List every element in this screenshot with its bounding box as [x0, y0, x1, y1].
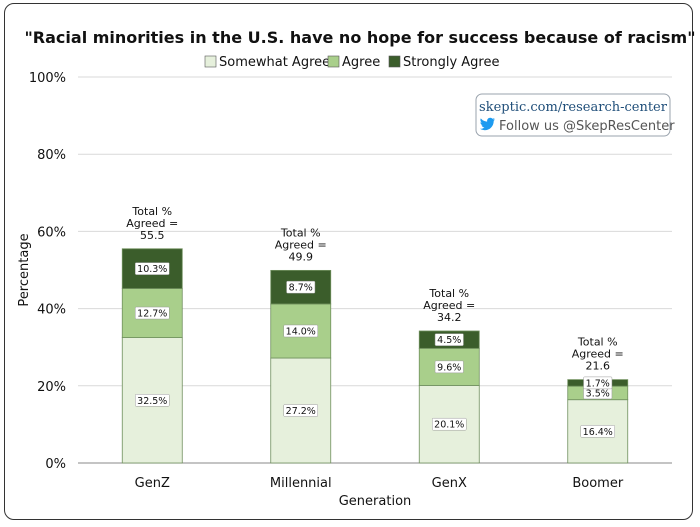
source-follow[interactable]: Follow us @SkepResCenter: [499, 119, 675, 134]
total-label: Total %: [131, 205, 172, 218]
legend: Somewhat Agree Agree Strongly Agree: [204, 55, 500, 70]
data-label: 16.4%: [583, 427, 613, 438]
y-tick-label: 40%: [37, 303, 66, 318]
total-label: Total %: [428, 287, 469, 300]
y-axis-ticks: 0% 20% 40% 60% 80% 100%: [29, 71, 66, 472]
data-label: 27.2%: [286, 406, 316, 417]
y-axis-label: Percentage: [17, 233, 32, 306]
data-label: 3.5%: [586, 388, 610, 399]
y-tick-label: 60%: [37, 225, 66, 240]
total-label: Agreed =: [275, 238, 327, 251]
y-tick-label: 100%: [29, 71, 66, 86]
data-label-box: [434, 360, 464, 374]
data-label: 1.7%: [586, 378, 610, 389]
legend-swatch: [204, 55, 217, 68]
source-url[interactable]: skeptic.com/research-center: [479, 100, 668, 115]
data-label: 8.7%: [289, 283, 313, 294]
x-tick-label: GenX: [432, 476, 467, 491]
y-tick-label: 0%: [45, 457, 66, 472]
total-label: 49.9: [289, 250, 314, 263]
legend-label: Agree: [342, 55, 380, 70]
total-label: Total %: [577, 336, 618, 349]
legend-label: Somewhat Agree: [219, 55, 330, 70]
legend-swatch: [388, 55, 401, 68]
y-tick-label: 20%: [37, 380, 66, 395]
x-axis-label: Generation: [339, 494, 412, 509]
data-label-box: [580, 425, 615, 438]
source-box: skeptic.com/research-center Follow us @S…: [475, 93, 675, 137]
total-label: Agreed =: [126, 217, 178, 230]
data-label: 12.7%: [137, 309, 167, 320]
total-label: Agreed =: [423, 299, 475, 312]
data-label-box: [432, 417, 467, 431]
total-label: 21.6: [586, 360, 611, 373]
y-tick-label: 80%: [37, 148, 66, 163]
data-label-box: [583, 376, 613, 390]
x-tick-label: GenZ: [135, 476, 170, 491]
total-label: Agreed =: [572, 348, 624, 361]
data-label: 4.5%: [437, 335, 461, 346]
bars: 32.5%12.7%10.3%Total %Agreed =55.527.2%1…: [121, 205, 629, 464]
data-label: 9.6%: [437, 362, 461, 373]
data-label-box: [434, 333, 464, 346]
total-label: Total %: [280, 226, 321, 239]
data-label-box: [135, 306, 170, 320]
chart-title: "Racial minorities in the U.S. have no h…: [24, 28, 695, 47]
data-label-box: [135, 262, 170, 275]
x-tick-label: Millennial: [270, 476, 332, 491]
total-label: 55.5: [140, 229, 165, 242]
total-label: 34.2: [437, 311, 462, 324]
data-label: 20.1%: [434, 420, 464, 431]
data-label: 14.0%: [286, 326, 316, 337]
x-axis-ticks: GenZ Millennial GenX Boomer: [135, 476, 624, 491]
data-label-box: [283, 324, 318, 338]
data-label: 32.5%: [137, 396, 167, 407]
data-label-box: [286, 280, 316, 294]
x-tick-label: Boomer: [572, 476, 623, 491]
legend-swatch: [327, 55, 340, 68]
data-label-box: [135, 394, 170, 407]
data-label: 10.3%: [137, 264, 167, 275]
twitter-bird-icon: [480, 117, 495, 131]
legend-label: Strongly Agree: [403, 55, 500, 70]
data-label-box: [283, 404, 318, 417]
